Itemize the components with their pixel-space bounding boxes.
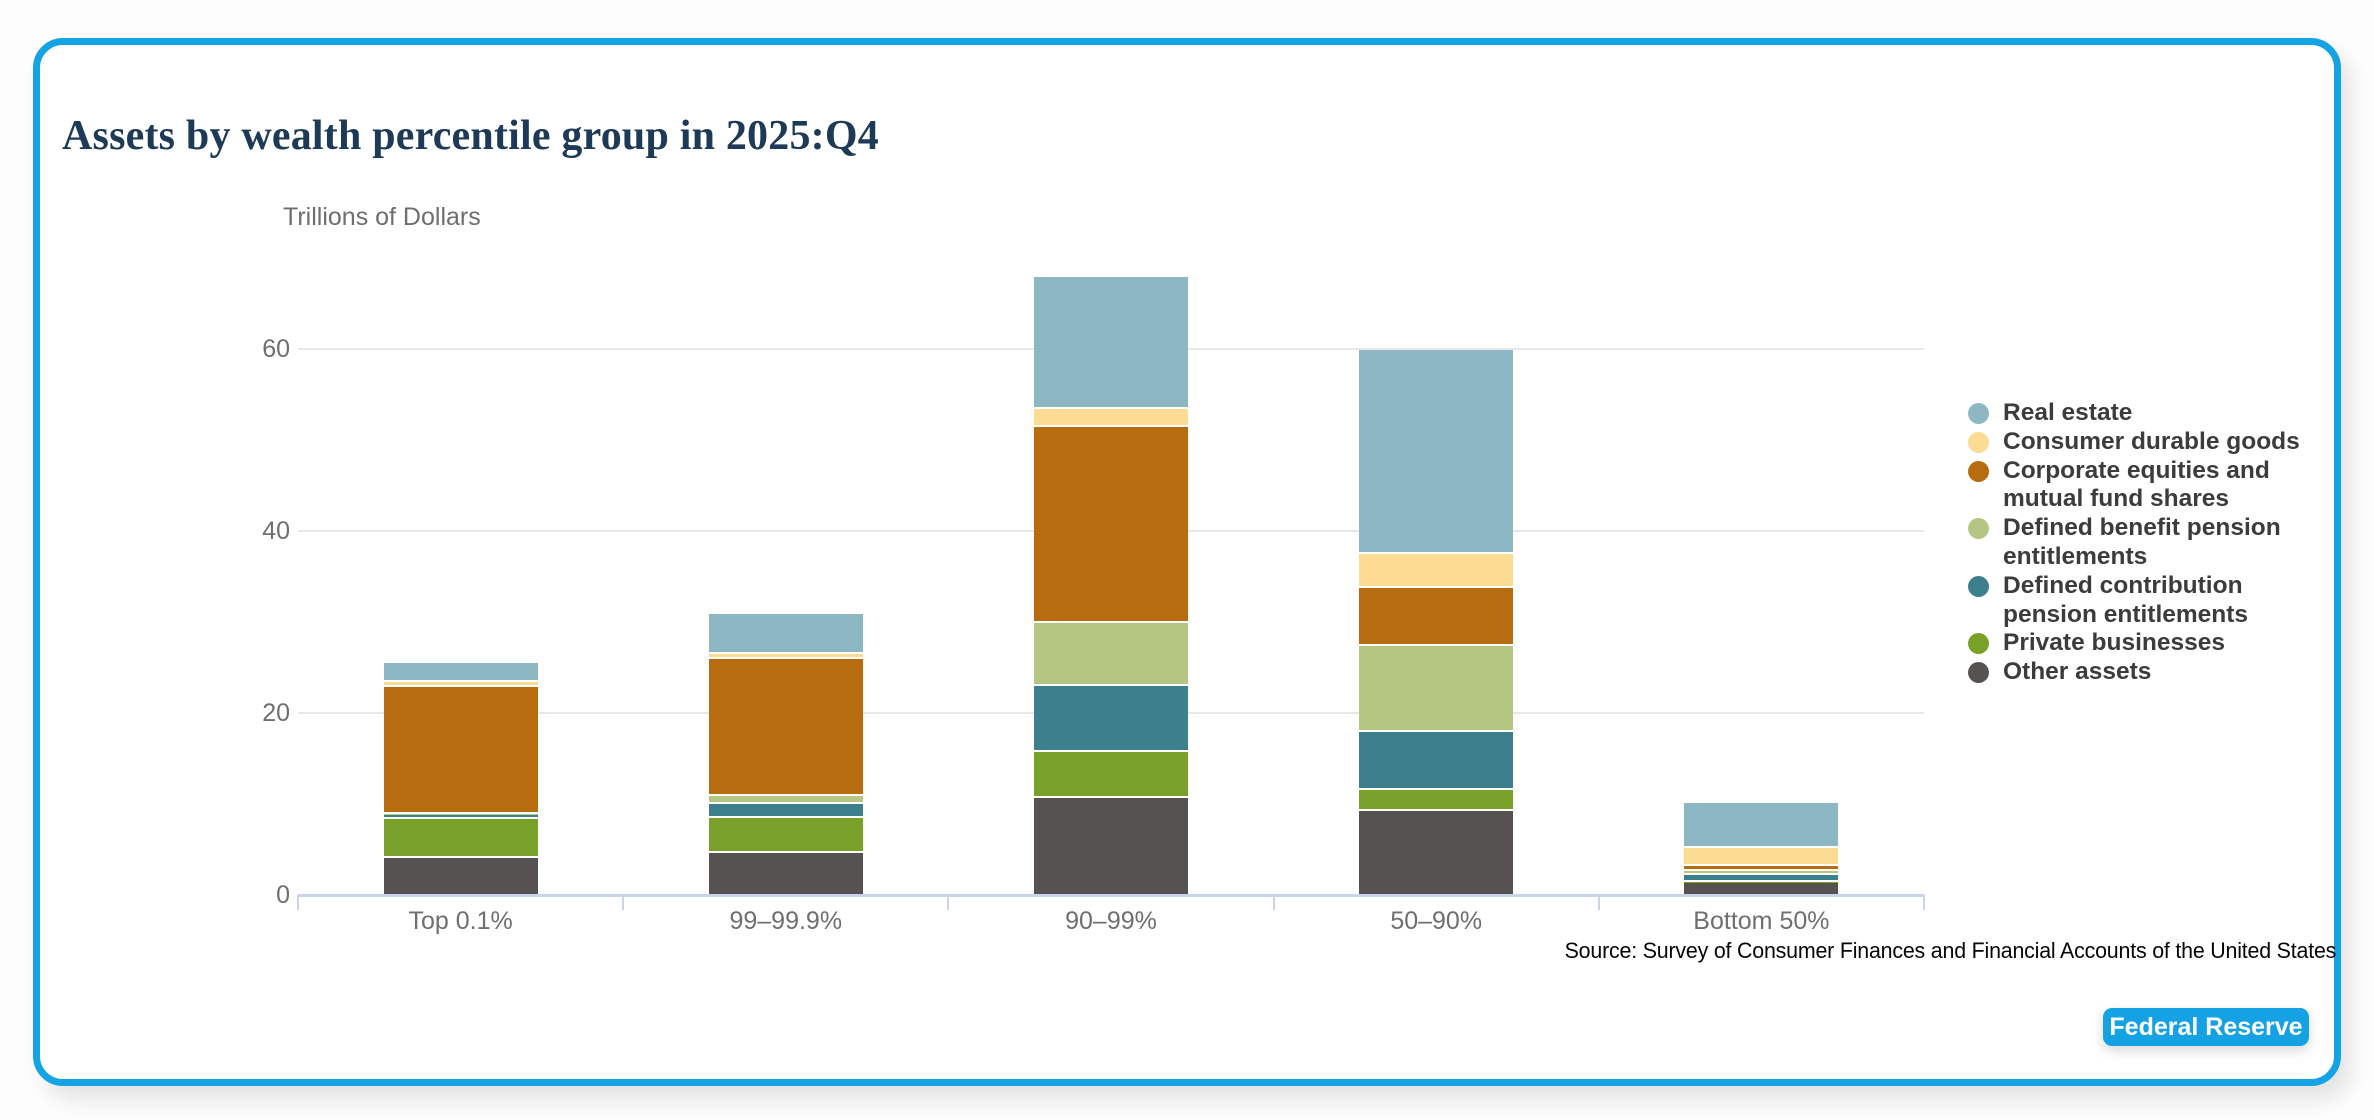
segment-real-estate[interactable] [1359,349,1514,553]
segment-other-assets[interactable] [1684,883,1839,894]
segment-defined-benefit-pension-entitlements[interactable] [708,795,863,802]
segment-corporate-equities-and-mutual-fund-shares[interactable] [1359,588,1514,645]
segment-private-businesses[interactable] [708,817,863,852]
segment-defined-contribution-pension-entitlements[interactable] [1034,685,1188,751]
x-axis-tick [622,895,625,910]
stacked-bar-50-90 [1359,0,1514,895]
legend-item-defined-contribution-pension-entitlements: Defined contribution pension entitlement… [1962,572,2362,630]
y-axis-label: 60 [262,334,290,363]
legend-label: Other assets [2003,658,2152,686]
federal-reserve-button[interactable]: Federal Reserve [2103,1008,2309,1046]
segment-other-assets[interactable] [383,857,538,894]
legend-label: Corporate equities and mutual fund share… [2003,456,2270,513]
segment-consumer-durable-goods[interactable] [1359,554,1514,587]
segment-real-estate[interactable] [1034,276,1188,407]
segment-real-estate[interactable] [383,663,538,680]
segment-corporate-equities-and-mutual-fund-shares[interactable] [383,686,538,812]
legend-label: Private businesses [2003,629,2225,657]
legend-swatch-icon [1968,633,1989,655]
x-axis-tick [1597,895,1600,910]
segment-defined-benefit-pension-entitlements[interactable] [1359,646,1514,731]
segment-defined-benefit-pension-entitlements[interactable] [383,813,538,815]
stacked-bar-99-99-9 [708,0,863,895]
x-axis-label: 99–99.9% [729,907,843,935]
segment-defined-contribution-pension-entitlements[interactable] [383,814,538,817]
legend-item-corporate-equities-and-mutual-fund-shares: Corporate equities and mutual fund share… [1962,457,2362,515]
legend: Real estate Consumer durable goods Corpora… [1962,399,2362,687]
x-axis-tick [947,895,950,910]
legend-swatch-icon [1968,662,1989,684]
segment-corporate-equities-and-mutual-fund-shares[interactable] [1034,426,1188,621]
segment-private-businesses[interactable] [1684,882,1839,884]
x-axis-tick [297,895,299,910]
legend-label: Real estate [2003,399,2133,426]
legend-item-consumer-durable-goods: Consumer durable goods [1962,428,2362,457]
x-axis-label: 90–99% [1065,907,1157,935]
legend-label: Defined benefit pension entitlements [2003,514,2281,570]
legend-swatch-icon [1968,518,1989,540]
legend-item-defined-benefit-pension-entitlements: Defined benefit pension entitlements [1962,514,2362,572]
y-axis-label: 0 [276,881,290,909]
x-axis-label: 50–90% [1390,907,1483,935]
segment-real-estate[interactable] [708,613,863,652]
stacked-bar-bottom-50 [1684,0,1839,895]
legend-label: Defined contribution pension entitlement… [2003,571,2249,628]
segment-defined-contribution-pension-entitlements[interactable] [708,804,863,816]
segment-defined-contribution-pension-entitlements[interactable] [1684,875,1839,881]
segment-defined-contribution-pension-entitlements[interactable] [1359,732,1514,789]
x-axis-tick [1923,895,1925,910]
segment-consumer-durable-goods[interactable] [1684,847,1839,864]
y-axis-label: 20 [262,698,290,727]
x-axis-label: Bottom 50% [1693,907,1830,935]
y-axis-title: Trillions of Dollars [283,203,481,231]
legend-swatch-icon [1968,575,1989,597]
legend-swatch-icon [1968,431,1989,453]
segment-other-assets[interactable] [1034,797,1188,894]
segment-real-estate[interactable] [1684,803,1839,846]
y-axis-label: 40 [262,516,290,545]
source-note: Source: Survey of Consumer Finances and … [1564,938,2336,963]
segment-corporate-equities-and-mutual-fund-shares[interactable] [1684,865,1839,870]
stacked-bar-90-99 [1034,0,1188,895]
x-axis-tick [1272,895,1275,910]
segment-consumer-durable-goods[interactable] [708,653,863,658]
x-axis-line [298,894,1924,897]
segment-defined-benefit-pension-entitlements[interactable] [1034,622,1188,684]
segment-consumer-durable-goods[interactable] [383,681,538,685]
legend-swatch-icon [1968,403,1989,424]
legend-item-real-estate: Real estate [1962,399,2362,428]
segment-private-businesses[interactable] [1359,790,1514,810]
legend-swatch-icon [1968,460,1989,482]
legend-label: Consumer durable goods [2003,427,2300,455]
x-axis-label: Top 0.1% [408,907,513,935]
segment-private-businesses[interactable] [383,818,538,856]
segment-private-businesses[interactable] [1034,752,1188,796]
segment-consumer-durable-goods[interactable] [1034,408,1188,425]
legend-item-private-businesses: Private businesses [1962,629,2362,658]
segment-other-assets[interactable] [1359,811,1514,894]
segment-defined-benefit-pension-entitlements[interactable] [1684,871,1839,874]
stacked-bar-top-0-1 [383,0,538,895]
chart-title: Assets by wealth percentile group in 202… [62,113,879,159]
legend-item-other-assets: Other assets [1962,658,2362,687]
segment-corporate-equities-and-mutual-fund-shares[interactable] [708,659,863,794]
segment-other-assets[interactable] [708,853,863,894]
